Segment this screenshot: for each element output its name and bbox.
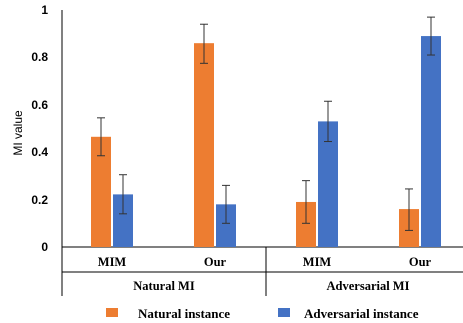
bar-adversarial-3 <box>421 36 441 247</box>
legend-label-natural: Natural instance <box>138 306 230 321</box>
error-bar-adversarial-1 <box>222 184 230 224</box>
error-bar-natural-2 <box>302 180 310 224</box>
error-bar-adversarial-0 <box>119 174 127 215</box>
bar-natural-1 <box>194 43 214 248</box>
category-label: MIM <box>303 255 332 269</box>
group-label: Natural MI <box>133 279 195 293</box>
y-tick-label: 1 <box>41 3 48 17</box>
bars <box>91 16 441 248</box>
bar-adversarial-1 <box>216 204 236 247</box>
y-tick-label: 0 <box>41 240 48 254</box>
error-bar-adversarial-3 <box>427 16 435 56</box>
bar-adversarial-0 <box>113 194 133 247</box>
legend-swatch-adversarial <box>278 308 290 317</box>
legend: Natural instance Adversarial instance <box>106 306 419 321</box>
error-bar-natural-1 <box>200 23 208 64</box>
error-bar-adversarial-2 <box>324 100 332 143</box>
y-axis-label: MI value <box>11 110 25 156</box>
y-tick-labels: 0 0.2 0.4 0.6 0.8 1 <box>31 3 48 254</box>
category-label: Our <box>204 255 227 269</box>
category-label: MIM <box>98 255 127 269</box>
y-tick-label: 0.6 <box>31 98 48 112</box>
bar-natural-0 <box>91 136 111 247</box>
y-tick-label: 0.8 <box>31 50 48 64</box>
category-label: Our <box>409 255 432 269</box>
y-tick-label: 0.4 <box>31 145 48 159</box>
error-bar-natural-0 <box>97 117 105 157</box>
legend-swatch-natural <box>106 308 118 317</box>
error-bar-natural-3 <box>405 188 413 231</box>
bar-adversarial-2 <box>318 121 338 247</box>
group-label: Adversarial MI <box>327 279 410 293</box>
legend-label-adversarial: Adversarial instance <box>304 306 419 321</box>
y-tick-label: 0.2 <box>31 193 48 207</box>
bar-natural-2 <box>296 201 316 247</box>
